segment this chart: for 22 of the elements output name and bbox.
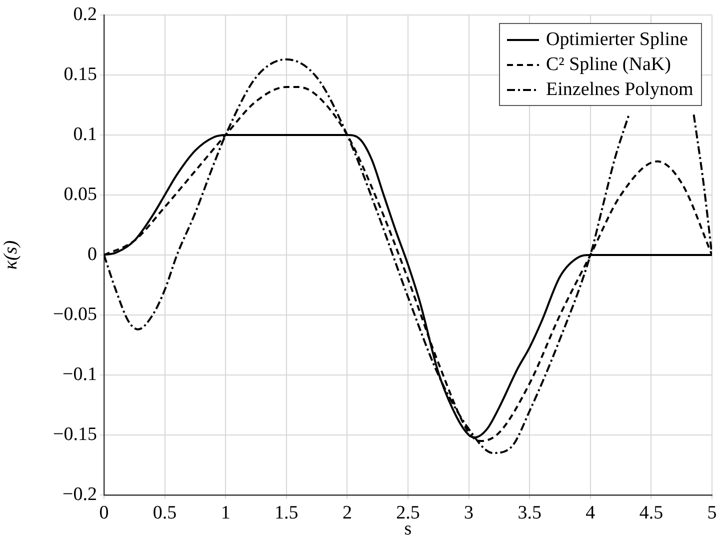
x-tick-label: 4 [586,502,596,524]
y-tick-label: 0.2 [73,4,97,25]
x-tick-label: 1.5 [274,502,298,524]
x-tick-label: 2 [342,502,352,524]
y-tick-label: −0.05 [53,304,97,325]
y-tick-label: 0 [88,244,97,265]
y-tick-label: 0.05 [64,184,97,205]
x-tick-label: 5 [707,502,717,524]
y-tick-label: 0.15 [64,64,97,85]
x-tick-label: 3 [464,502,474,524]
y-axis-title: κ(s) [0,240,22,270]
x-tick-label: 4.5 [639,502,664,524]
y-tick-label: −0.15 [53,424,97,445]
y-tick-label: −0.1 [62,364,97,385]
y-tick-label: 0.1 [73,124,97,145]
x-tick-label: 1 [220,502,230,524]
x-tick-label: 0.5 [152,502,177,524]
x-tick-label: 3.5 [518,502,542,524]
legend-label: Einzelnes Polynom [546,78,694,102]
y-tick-label: −0.2 [62,484,97,505]
legend-label: C² Spline (NaK) [546,53,671,77]
legend-label: Optimierter Spline [546,28,688,52]
